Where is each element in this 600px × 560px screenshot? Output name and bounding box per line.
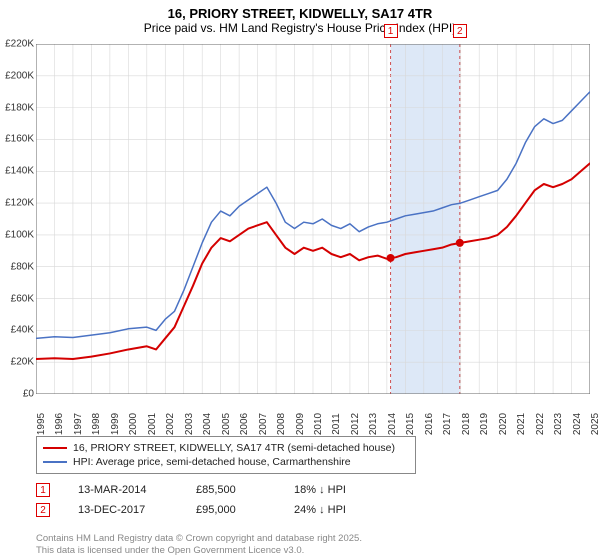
sale-marker-label: 2 <box>453 24 467 38</box>
legend-swatch <box>43 447 67 449</box>
legend-label: HPI: Average price, semi-detached house,… <box>73 456 351 468</box>
y-axis-labels: £0£20K£40K£60K£80K£100K£120K£140K£160K£1… <box>0 44 36 394</box>
x-tick-label: 2025 <box>590 413 600 435</box>
x-tick-label: 2018 <box>461 413 472 435</box>
legend: 16, PRIORY STREET, KIDWELLY, SA17 4TR (s… <box>36 436 416 474</box>
x-tick-label: 1995 <box>36 413 47 435</box>
x-tick-label: 2014 <box>387 413 398 435</box>
y-tick-label: £180K <box>5 102 34 113</box>
x-tick-label: 2024 <box>572 413 583 435</box>
x-tick-label: 1996 <box>54 413 65 435</box>
y-tick-label: £160K <box>5 134 34 145</box>
x-tick-label: 2011 <box>331 413 342 435</box>
x-tick-label: 2015 <box>405 413 416 435</box>
chart-svg <box>36 44 590 394</box>
footer-line2: This data is licensed under the Open Gov… <box>36 545 362 556</box>
title-block: 16, PRIORY STREET, KIDWELLY, SA17 4TR Pr… <box>0 0 600 37</box>
sale-row: 2 13-DEC-2017 £95,000 24% ↓ HPI <box>36 500 384 520</box>
sale-row: 1 13-MAR-2014 £85,500 18% ↓ HPI <box>36 480 384 500</box>
y-tick-label: £120K <box>5 198 34 209</box>
y-tick-label: £140K <box>5 166 34 177</box>
sale-diff: 24% ↓ HPI <box>294 504 384 516</box>
x-tick-label: 2001 <box>147 413 158 435</box>
footer: Contains HM Land Registry data © Crown c… <box>36 533 362 556</box>
x-tick-label: 2010 <box>313 413 324 435</box>
sale-diff: 18% ↓ HPI <box>294 484 384 496</box>
sales-table: 1 13-MAR-2014 £85,500 18% ↓ HPI 2 13-DEC-2017… <box>36 480 384 520</box>
x-tick-label: 2004 <box>202 413 213 435</box>
y-tick-label: £200K <box>5 70 34 81</box>
sale-price: £85,500 <box>196 484 266 496</box>
legend-row: 16, PRIORY STREET, KIDWELLY, SA17 4TR (s… <box>43 441 409 455</box>
x-tick-label: 2009 <box>295 413 306 435</box>
x-tick-label: 2016 <box>424 413 435 435</box>
sale-price: £95,000 <box>196 504 266 516</box>
x-tick-label: 2012 <box>350 413 361 435</box>
y-tick-label: £40K <box>11 325 34 336</box>
chart-area: 12 <box>36 44 590 394</box>
x-tick-label: 1997 <box>73 413 84 435</box>
legend-row: HPI: Average price, semi-detached house,… <box>43 455 409 469</box>
legend-label: 16, PRIORY STREET, KIDWELLY, SA17 4TR (s… <box>73 442 395 454</box>
x-tick-label: 2008 <box>276 413 287 435</box>
y-tick-label: £100K <box>5 229 34 240</box>
x-tick-label: 2003 <box>184 413 195 435</box>
x-tick-label: 1999 <box>110 413 121 435</box>
x-tick-label: 2019 <box>479 413 490 435</box>
y-tick-label: £0 <box>23 389 34 400</box>
sale-marker-label: 1 <box>384 24 398 38</box>
chart-container: 16, PRIORY STREET, KIDWELLY, SA17 4TR Pr… <box>0 0 600 560</box>
x-tick-label: 1998 <box>91 413 102 435</box>
x-tick-label: 2021 <box>516 413 527 435</box>
x-tick-label: 2020 <box>498 413 509 435</box>
sale-date: 13-DEC-2017 <box>78 504 168 516</box>
y-tick-label: £80K <box>11 261 34 272</box>
footer-line1: Contains HM Land Registry data © Crown c… <box>36 533 362 544</box>
x-tick-label: 2000 <box>128 413 139 435</box>
y-tick-label: £220K <box>5 39 34 50</box>
sale-marker-box: 1 <box>36 483 50 497</box>
x-tick-label: 2022 <box>535 413 546 435</box>
x-axis-labels: 1995 1996 1997 1998 1999 2000 2001 2002 2003 2004… <box>36 396 590 436</box>
sale-date: 13-MAR-2014 <box>78 484 168 496</box>
legend-swatch <box>43 461 67 463</box>
x-tick-label: 2006 <box>239 413 250 435</box>
x-tick-label: 2007 <box>258 413 269 435</box>
y-tick-label: £20K <box>11 357 34 368</box>
x-tick-label: 2013 <box>368 413 379 435</box>
title-address: 16, PRIORY STREET, KIDWELLY, SA17 4TR <box>0 6 600 21</box>
x-tick-label: 2017 <box>442 413 453 435</box>
sale-marker-box: 2 <box>36 503 50 517</box>
title-subtitle: Price paid vs. HM Land Registry's House … <box>0 21 600 35</box>
y-tick-label: £60K <box>11 293 34 304</box>
x-tick-label: 2023 <box>553 413 564 435</box>
x-tick-label: 2002 <box>165 413 176 435</box>
x-tick-label: 2005 <box>221 413 232 435</box>
